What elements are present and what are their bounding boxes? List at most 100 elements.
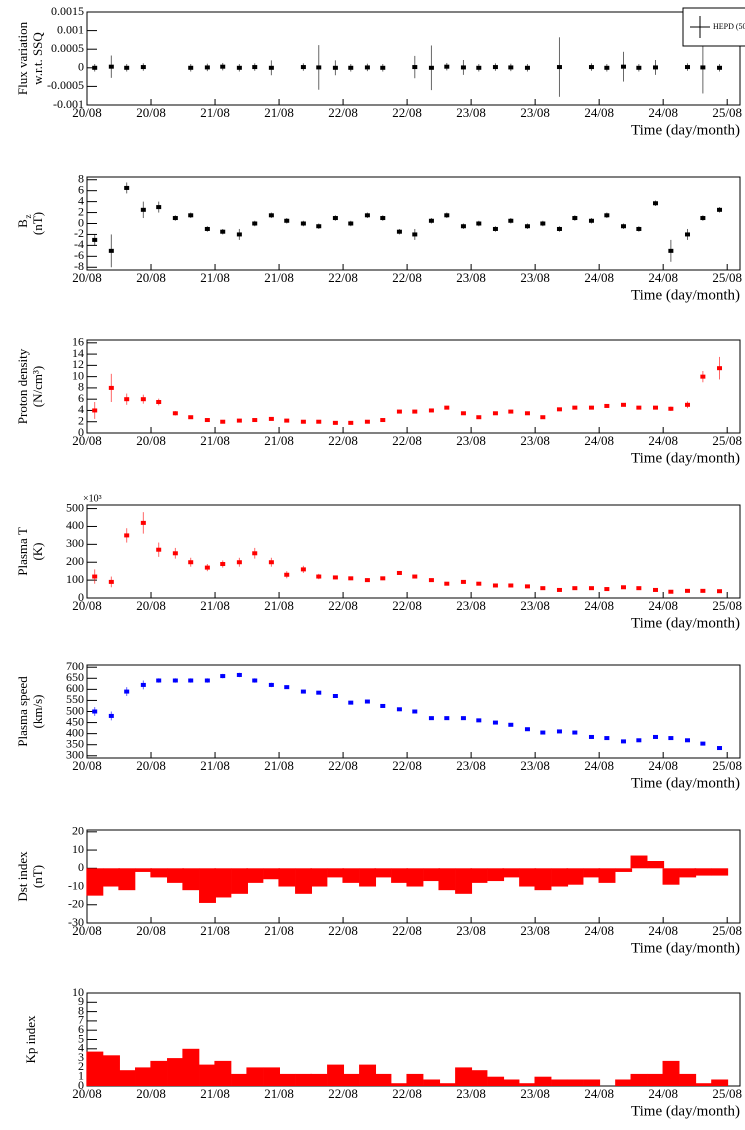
bar [694, 868, 712, 876]
data-point [636, 586, 642, 591]
data-point [108, 64, 114, 69]
bar [598, 868, 616, 883]
data-point [700, 588, 706, 593]
data-point [428, 65, 434, 70]
bar [182, 1048, 200, 1086]
y-tick-label: 5 [78, 1031, 84, 1045]
data-point [156, 205, 162, 210]
panel: 20/08 20/08 21/08 21/08 22/08 22/08 23/08 23/08… [15, 659, 742, 791]
bar [231, 868, 248, 894]
x-tick-label: 22/08 [328, 105, 358, 120]
data-point [332, 694, 338, 698]
bar [391, 868, 409, 883]
y-tick-label: 0 [78, 590, 84, 604]
x-axis-label: Time (day/month) [631, 450, 740, 466]
y-tick-label: 14 [72, 346, 84, 360]
y-tick-label: 0.0005 [51, 41, 84, 55]
data-point [685, 402, 691, 407]
x-tick-label: 23/08 [456, 270, 486, 285]
x-tick-label: 24/08 [648, 1086, 678, 1101]
y-axis-label-sub: z [23, 215, 33, 219]
bar [423, 1079, 441, 1086]
x-tick-label: 21/08 [264, 270, 294, 285]
bar [566, 1079, 584, 1086]
data-point [492, 583, 498, 588]
y-tick-label: 6 [78, 1022, 84, 1036]
data-point [92, 408, 98, 413]
bar [310, 1073, 328, 1086]
y-tick-label: 10 [72, 368, 84, 382]
data-point [156, 678, 162, 683]
data-point [332, 216, 338, 221]
bar [86, 1051, 104, 1086]
y-tick-label: 300 [66, 748, 84, 762]
data-point [588, 734, 594, 739]
data-point [556, 226, 562, 231]
data-point [700, 216, 706, 221]
data-point [524, 584, 530, 589]
data-point [717, 65, 723, 70]
x-tick-label: 20/08 [136, 758, 166, 773]
y-tick-label: 500 [66, 500, 84, 514]
data-point [220, 229, 226, 234]
x-tick-label: 21/08 [200, 1086, 230, 1101]
data-point [396, 707, 402, 712]
bar [374, 1073, 392, 1086]
x-tick-label: 20/08 [72, 598, 102, 613]
x-tick-label: 22/08 [392, 923, 422, 938]
x-tick-label: 24/08 [648, 433, 678, 448]
data-point [717, 207, 723, 212]
y-axis-label: (N/cm³) [30, 366, 45, 407]
data-point [460, 411, 466, 416]
data-point [124, 533, 130, 538]
data-point [316, 690, 322, 695]
y-tick-label: 300 [66, 536, 84, 550]
data-point [108, 385, 114, 390]
y-tick-label: 0.001 [57, 22, 84, 36]
x-tick-label: 21/08 [200, 923, 230, 938]
bar [487, 1076, 505, 1086]
x-tick-label: 24/08 [584, 758, 614, 773]
x-tick-label: 21/08 [264, 1086, 294, 1101]
bar [278, 868, 296, 887]
y-tick-label: 2 [78, 413, 84, 427]
data-point [188, 415, 194, 420]
x-tick-label: 22/08 [328, 923, 358, 938]
y-tick-label: -6 [74, 248, 84, 262]
bar [566, 868, 584, 885]
data-point [204, 565, 210, 570]
data-point [460, 224, 466, 229]
y-tick-label: 0 [78, 60, 84, 74]
y-tick-label: 8 [78, 1003, 84, 1017]
data-point [540, 415, 546, 420]
bar [150, 868, 168, 878]
data-point [284, 418, 290, 423]
y-axis-label: (km/s) [30, 695, 45, 729]
data-point [572, 405, 578, 410]
data-point [717, 746, 723, 751]
bar [135, 868, 152, 872]
legend-label: HEPD (50 [713, 22, 745, 31]
data-point [204, 226, 210, 231]
data-point [316, 65, 322, 70]
data-point [636, 738, 642, 743]
bar [103, 868, 120, 887]
x-tick-label: 20/08 [136, 270, 166, 285]
y-axis-label: Flux variation [15, 21, 30, 95]
data-point [685, 65, 691, 70]
data-point [524, 727, 530, 732]
panel: 20/08 20/08 21/08 21/08 22/08 22/08 23/08 23/08… [15, 171, 742, 303]
data-point [220, 674, 226, 679]
data-point [492, 65, 498, 70]
bar [310, 868, 328, 887]
bar [359, 1064, 377, 1086]
y-tick-label: 10 [72, 842, 84, 856]
data-point [412, 574, 418, 579]
bar [295, 868, 313, 894]
y-axis-label: Dst index [15, 851, 30, 902]
x-tick-label: 23/08 [520, 433, 550, 448]
bar [182, 868, 200, 891]
data-point [396, 229, 402, 234]
data-point [636, 226, 642, 231]
x-axis-label: Time (day/month) [631, 940, 740, 956]
